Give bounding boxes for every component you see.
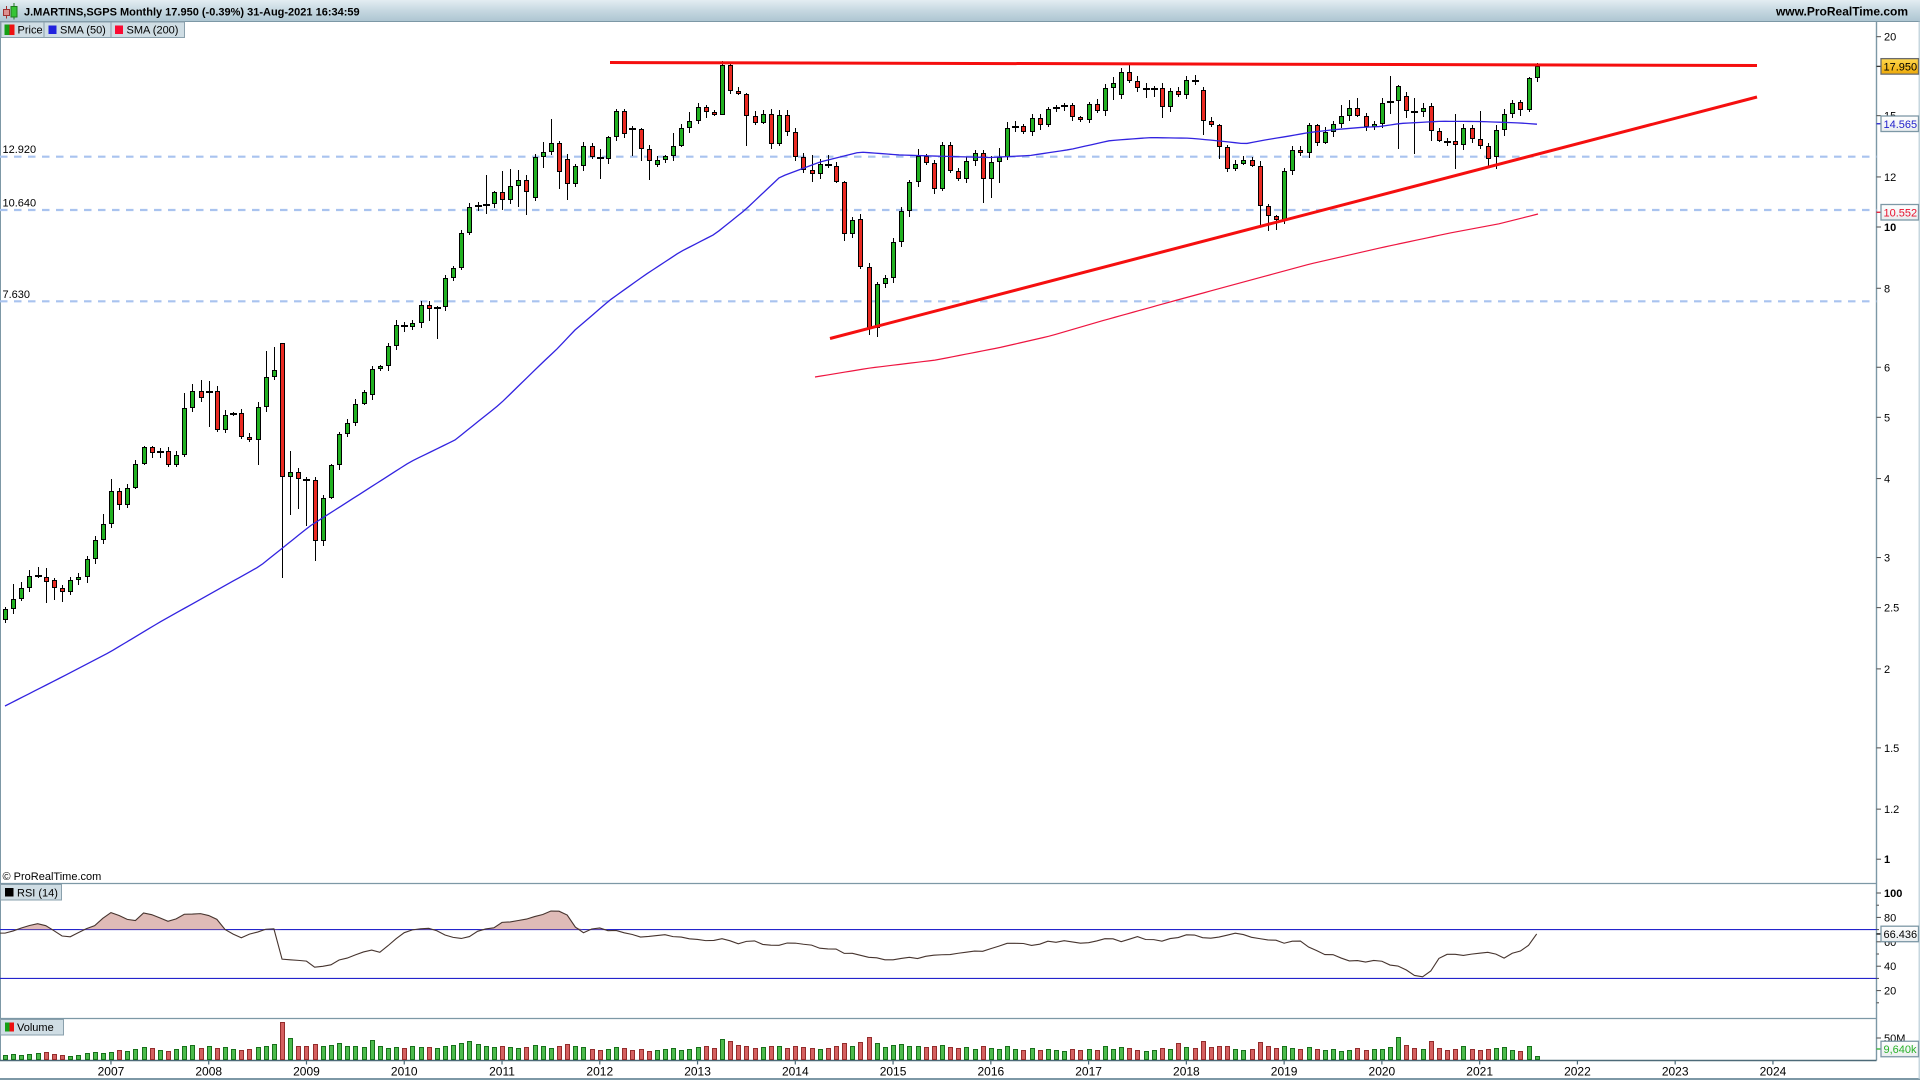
svg-text:3: 3 [1884, 553, 1890, 565]
svg-text:7.630: 7.630 [3, 289, 31, 301]
svg-text:2009: 2009 [293, 1065, 320, 1079]
svg-text:Volume: Volume [17, 1022, 54, 1034]
svg-text:80: 80 [1884, 912, 1896, 924]
svg-text:2022: 2022 [1564, 1065, 1591, 1079]
svg-text:2012: 2012 [586, 1065, 613, 1079]
svg-text:12: 12 [1884, 172, 1896, 184]
svg-text:2018: 2018 [1173, 1065, 1200, 1079]
svg-text:14.565: 14.565 [1884, 119, 1918, 131]
svg-text:1.5: 1.5 [1884, 743, 1899, 755]
svg-text:www.ProRealTime.com: www.ProRealTime.com [1775, 5, 1908, 19]
svg-text:40: 40 [1884, 961, 1896, 973]
svg-text:20: 20 [1884, 986, 1896, 998]
svg-text:Price: Price [18, 25, 43, 37]
svg-text:66.436: 66.436 [1884, 929, 1918, 941]
svg-text:2015: 2015 [880, 1065, 907, 1079]
svg-text:2011: 2011 [489, 1065, 515, 1079]
svg-text:2016: 2016 [977, 1065, 1004, 1079]
svg-text:2: 2 [1884, 664, 1890, 676]
svg-text:2014: 2014 [782, 1065, 809, 1079]
svg-text:20: 20 [1884, 32, 1896, 44]
svg-text:10: 10 [1884, 222, 1896, 234]
svg-text:2.5: 2.5 [1884, 603, 1899, 615]
svg-text:SMA (200): SMA (200) [127, 25, 179, 37]
svg-text:2023: 2023 [1662, 1065, 1689, 1079]
svg-text:8: 8 [1884, 283, 1890, 295]
svg-text:SMA (50): SMA (50) [60, 25, 106, 37]
svg-text:2021: 2021 [1466, 1065, 1493, 1079]
svg-text:2020: 2020 [1369, 1065, 1396, 1079]
svg-text:2010: 2010 [391, 1065, 418, 1079]
svg-text:2024: 2024 [1760, 1065, 1787, 1079]
svg-text:2008: 2008 [195, 1065, 222, 1079]
svg-text:J.MARTINS,SGPS Monthly 17.950: J.MARTINS,SGPS Monthly 17.950 (-0.39%) 3… [24, 7, 360, 19]
svg-text:1: 1 [1884, 854, 1890, 866]
svg-text:© ProRealTime.com: © ProRealTime.com [3, 871, 102, 883]
svg-text:10.552: 10.552 [1884, 207, 1918, 219]
svg-text:6: 6 [1884, 362, 1890, 374]
svg-text:9,640k: 9,640k [1884, 1044, 1918, 1056]
svg-text:2019: 2019 [1271, 1065, 1298, 1079]
svg-text:2007: 2007 [98, 1065, 125, 1079]
svg-text:RSI (14): RSI (14) [17, 888, 58, 900]
svg-text:5: 5 [1884, 412, 1890, 424]
svg-text:10.640: 10.640 [3, 198, 37, 210]
svg-text:2017: 2017 [1075, 1065, 1102, 1079]
svg-text:1.2: 1.2 [1884, 804, 1899, 816]
svg-text:2013: 2013 [684, 1065, 711, 1079]
svg-text:12.920: 12.920 [3, 144, 37, 156]
svg-text:17.950: 17.950 [1884, 61, 1918, 73]
svg-text:100: 100 [1884, 888, 1902, 900]
svg-text:4: 4 [1884, 474, 1890, 486]
